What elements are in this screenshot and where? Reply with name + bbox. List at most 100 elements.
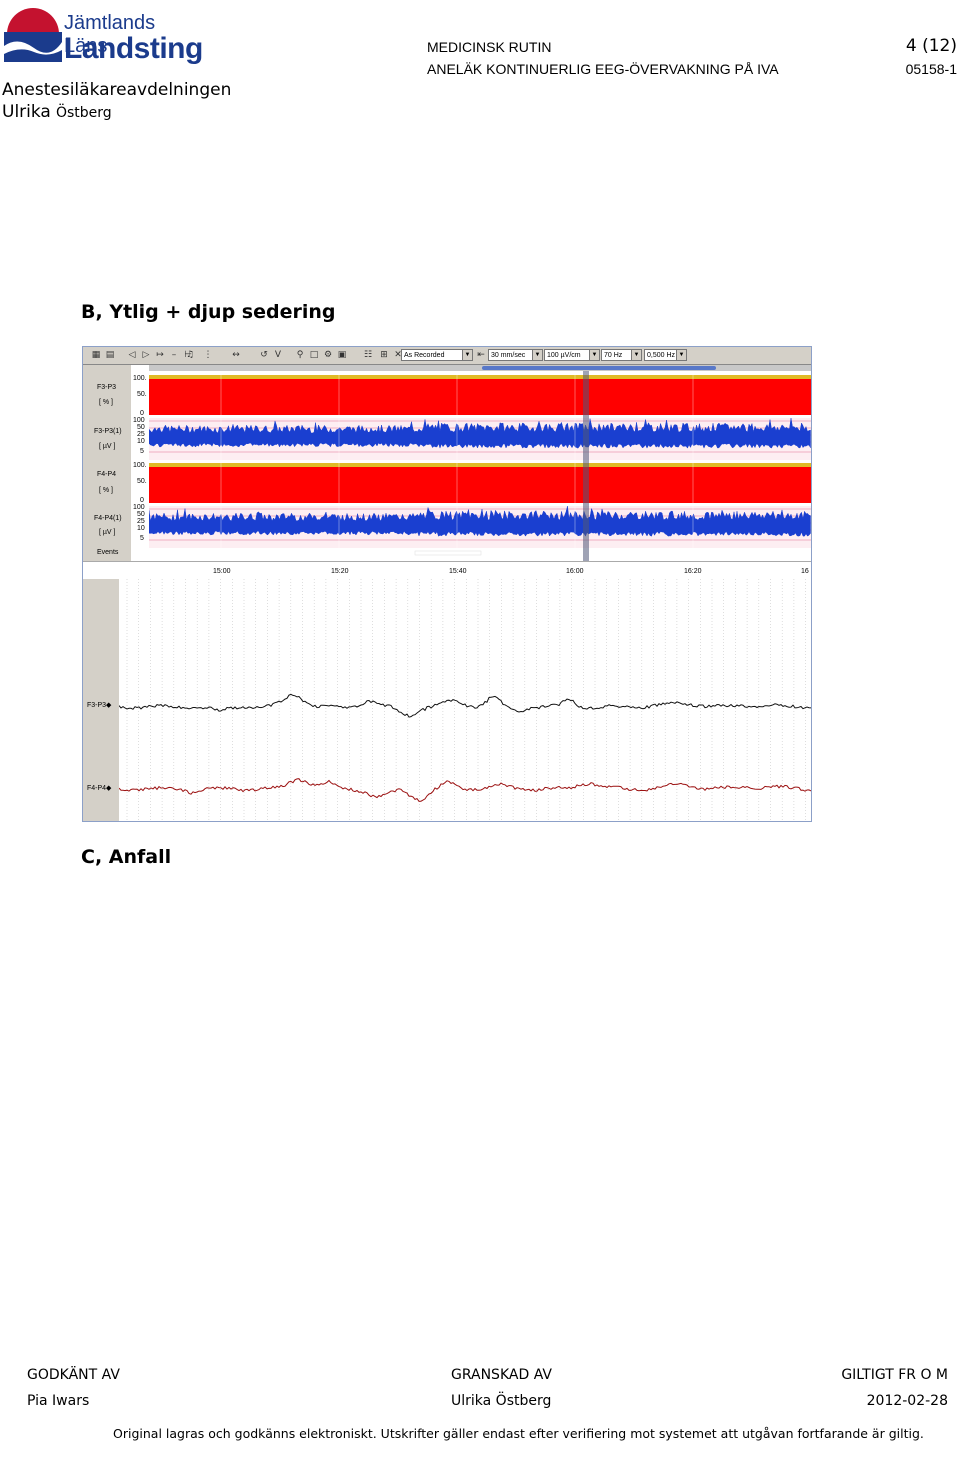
events-label: Events xyxy=(97,549,119,556)
ruler-icon[interactable]: ⊢ xyxy=(184,350,192,360)
document-type: MEDICINSK RUTIN xyxy=(427,39,552,55)
channel-4-unit: [ µV ] xyxy=(99,529,116,536)
page-number: 4 (12) xyxy=(905,36,957,56)
time-tick-4: 16:00 xyxy=(566,568,584,575)
channel-3-label: F4-P4 xyxy=(97,471,117,478)
author-last: Östberg xyxy=(55,105,112,121)
organization-logo: Jämtlands Läns Landsting xyxy=(4,4,204,66)
author-name: Ulrika Östberg xyxy=(2,102,112,122)
uv2-scale-5: 5 xyxy=(140,535,144,542)
approved-by: Pia Iwars xyxy=(27,1393,90,1409)
pct2-scale-0: 0 xyxy=(140,497,144,504)
uv2-scale-25: 25 xyxy=(137,518,145,525)
uv1-scale-5: 5 xyxy=(140,448,144,455)
save-icon[interactable]: ▦ xyxy=(91,350,101,360)
notes-icon[interactable]: ☷ xyxy=(363,350,373,360)
pct2-scale-50: 50. xyxy=(137,478,147,485)
sensitivity-select[interactable]: 100 µV/cm ▼ xyxy=(544,349,600,361)
document-title: ANELÄK KONTINUERLIG EEG-ÖVERVAKNING PÅ I… xyxy=(427,61,779,77)
eeg-screenshot: ▦ ▤ ◁ ▷ ↦ – ⊢ ♫ ⋮ ↔ ↺ ᐯ ⚲ □ ⚙ ▣ ☷ ⊞ ✕ As… xyxy=(82,346,812,822)
pct1-scale-0: 0 xyxy=(140,410,144,417)
trend-f4p4-pct xyxy=(149,463,811,503)
recording-select[interactable]: As Recorded ▼ xyxy=(401,349,473,361)
time-tick-3: 15:40 xyxy=(449,568,467,575)
eeg-trend-display[interactable] xyxy=(149,371,811,579)
trend-f3p3-pct xyxy=(149,375,811,415)
raw-trace-f3p3 xyxy=(119,693,811,718)
logo-mark-icon xyxy=(4,8,62,62)
event-marker[interactable] xyxy=(414,550,482,556)
pct1-scale-100: 100. xyxy=(133,375,147,382)
approved-label: GODKÄNT AV xyxy=(27,1367,120,1383)
cursor-line-icon[interactable]: ↦ xyxy=(156,350,164,360)
pin-icon[interactable]: ⇤ xyxy=(477,350,485,360)
marker-icon[interactable]: – xyxy=(171,350,177,360)
time-tick-1: 15:00 xyxy=(213,568,231,575)
channel-2-unit: [ µV ] xyxy=(99,443,116,450)
grid-icon[interactable]: ⊞ xyxy=(380,350,388,360)
uv1-scale-50: 50 xyxy=(137,424,145,431)
trend-f3p3-pct-edge xyxy=(149,375,811,379)
uv1-scale-25: 25 xyxy=(137,431,145,438)
valid-date: 2012-02-28 xyxy=(866,1393,948,1409)
trend-time-gridlines xyxy=(220,375,694,548)
valid-label: GILTIGT FR O M xyxy=(841,1367,948,1383)
pct2-scale-100: 100. xyxy=(133,462,147,469)
back-icon[interactable]: ◁ xyxy=(128,350,136,360)
scale-panel xyxy=(131,365,149,579)
channel-2-label: F3-P3(1) xyxy=(94,428,122,435)
trend-f3p3-amplitude xyxy=(149,417,811,449)
undo-icon[interactable]: ↺ xyxy=(260,350,268,360)
time-axis: 15:00 15:20 15:40 16:00 16:20 16 xyxy=(83,561,811,580)
uv1-scale-10: 10 xyxy=(137,438,145,445)
trend-f4p4-pct-edge xyxy=(149,463,811,467)
logo-line2: Landsting xyxy=(64,32,203,65)
channel-1-unit: [ % ] xyxy=(99,399,114,406)
raw-eeg-display[interactable] xyxy=(119,579,811,821)
filter-icon[interactable]: ᐯ xyxy=(274,350,282,360)
channel-1-label: F3-P3 xyxy=(97,384,117,391)
uv2-scale-50: 50 xyxy=(137,511,145,518)
raw-channel-panel xyxy=(83,579,119,821)
reviewed-by: Ulrika Östberg xyxy=(451,1393,552,1409)
forward-icon[interactable]: ▷ xyxy=(142,350,150,360)
uv2-scale-100: 100 xyxy=(133,504,145,511)
lowpass-select[interactable]: 70 Hz ▼ xyxy=(601,349,642,361)
music-note-icon[interactable]: ♫ xyxy=(185,350,195,360)
channel-4-label: F4-P4(1) xyxy=(94,515,122,522)
select-icon[interactable]: □ xyxy=(309,350,319,360)
department-name: Anestesiläkareavdelningen xyxy=(2,80,232,100)
time-tick-5: 16:20 xyxy=(684,568,702,575)
highpass-select[interactable]: 0,500 Hz ▼ xyxy=(644,349,687,361)
section-b-heading: B, Ytlig + djup sedering xyxy=(81,301,336,323)
eeg-toolbar: ▦ ▤ ◁ ▷ ↦ – ⊢ ♫ ⋮ ↔ ↺ ᐯ ⚲ □ ⚙ ▣ ☷ ⊞ ✕ As… xyxy=(83,347,811,365)
raw-trace-f4p4 xyxy=(119,778,811,802)
zoom-icon[interactable]: ⚲ xyxy=(296,350,304,360)
pct1-scale-50: 50. xyxy=(137,391,147,398)
section-c-heading: C, Anfall xyxy=(81,846,172,868)
raw-gridlines xyxy=(126,579,806,821)
raw-channel-f3p3-label: F3-P3◆ xyxy=(87,702,112,709)
camera-icon[interactable]: ▣ xyxy=(337,350,347,360)
uv1-scale-100: 100 xyxy=(133,417,145,424)
scroll-thumb[interactable] xyxy=(482,366,716,370)
uv2-scale-10: 10 xyxy=(137,525,145,532)
reviewed-label: GRANSKAD AV xyxy=(451,1367,552,1383)
footer-note: Original lagras och godkänns elektronisk… xyxy=(113,1426,924,1441)
time-tick-6: 16 xyxy=(801,568,809,575)
author-first: Ulrika xyxy=(2,102,51,122)
print-icon[interactable]: ▤ xyxy=(105,350,115,360)
separator-dots-icon: ⋮ xyxy=(203,350,213,360)
arrows-icon[interactable]: ↔ xyxy=(232,350,240,360)
trend-f4p4-amplitude xyxy=(149,506,811,537)
channel-3-unit: [ % ] xyxy=(99,487,114,494)
time-tick-2: 15:20 xyxy=(331,568,349,575)
tools-icon[interactable]: ⚙ xyxy=(323,350,333,360)
close-icon[interactable]: ✕ xyxy=(394,350,402,360)
raw-channel-f4p4-label: F4-P4◆ xyxy=(87,785,112,792)
document-number: 05158-1 xyxy=(905,61,957,77)
logo-line1: Jämtlands Läns xyxy=(64,12,156,57)
cursor-band[interactable] xyxy=(583,371,589,579)
overview-scrollbar[interactable] xyxy=(149,365,811,371)
speed-select[interactable]: 30 mm/sec ▼ xyxy=(488,349,543,361)
